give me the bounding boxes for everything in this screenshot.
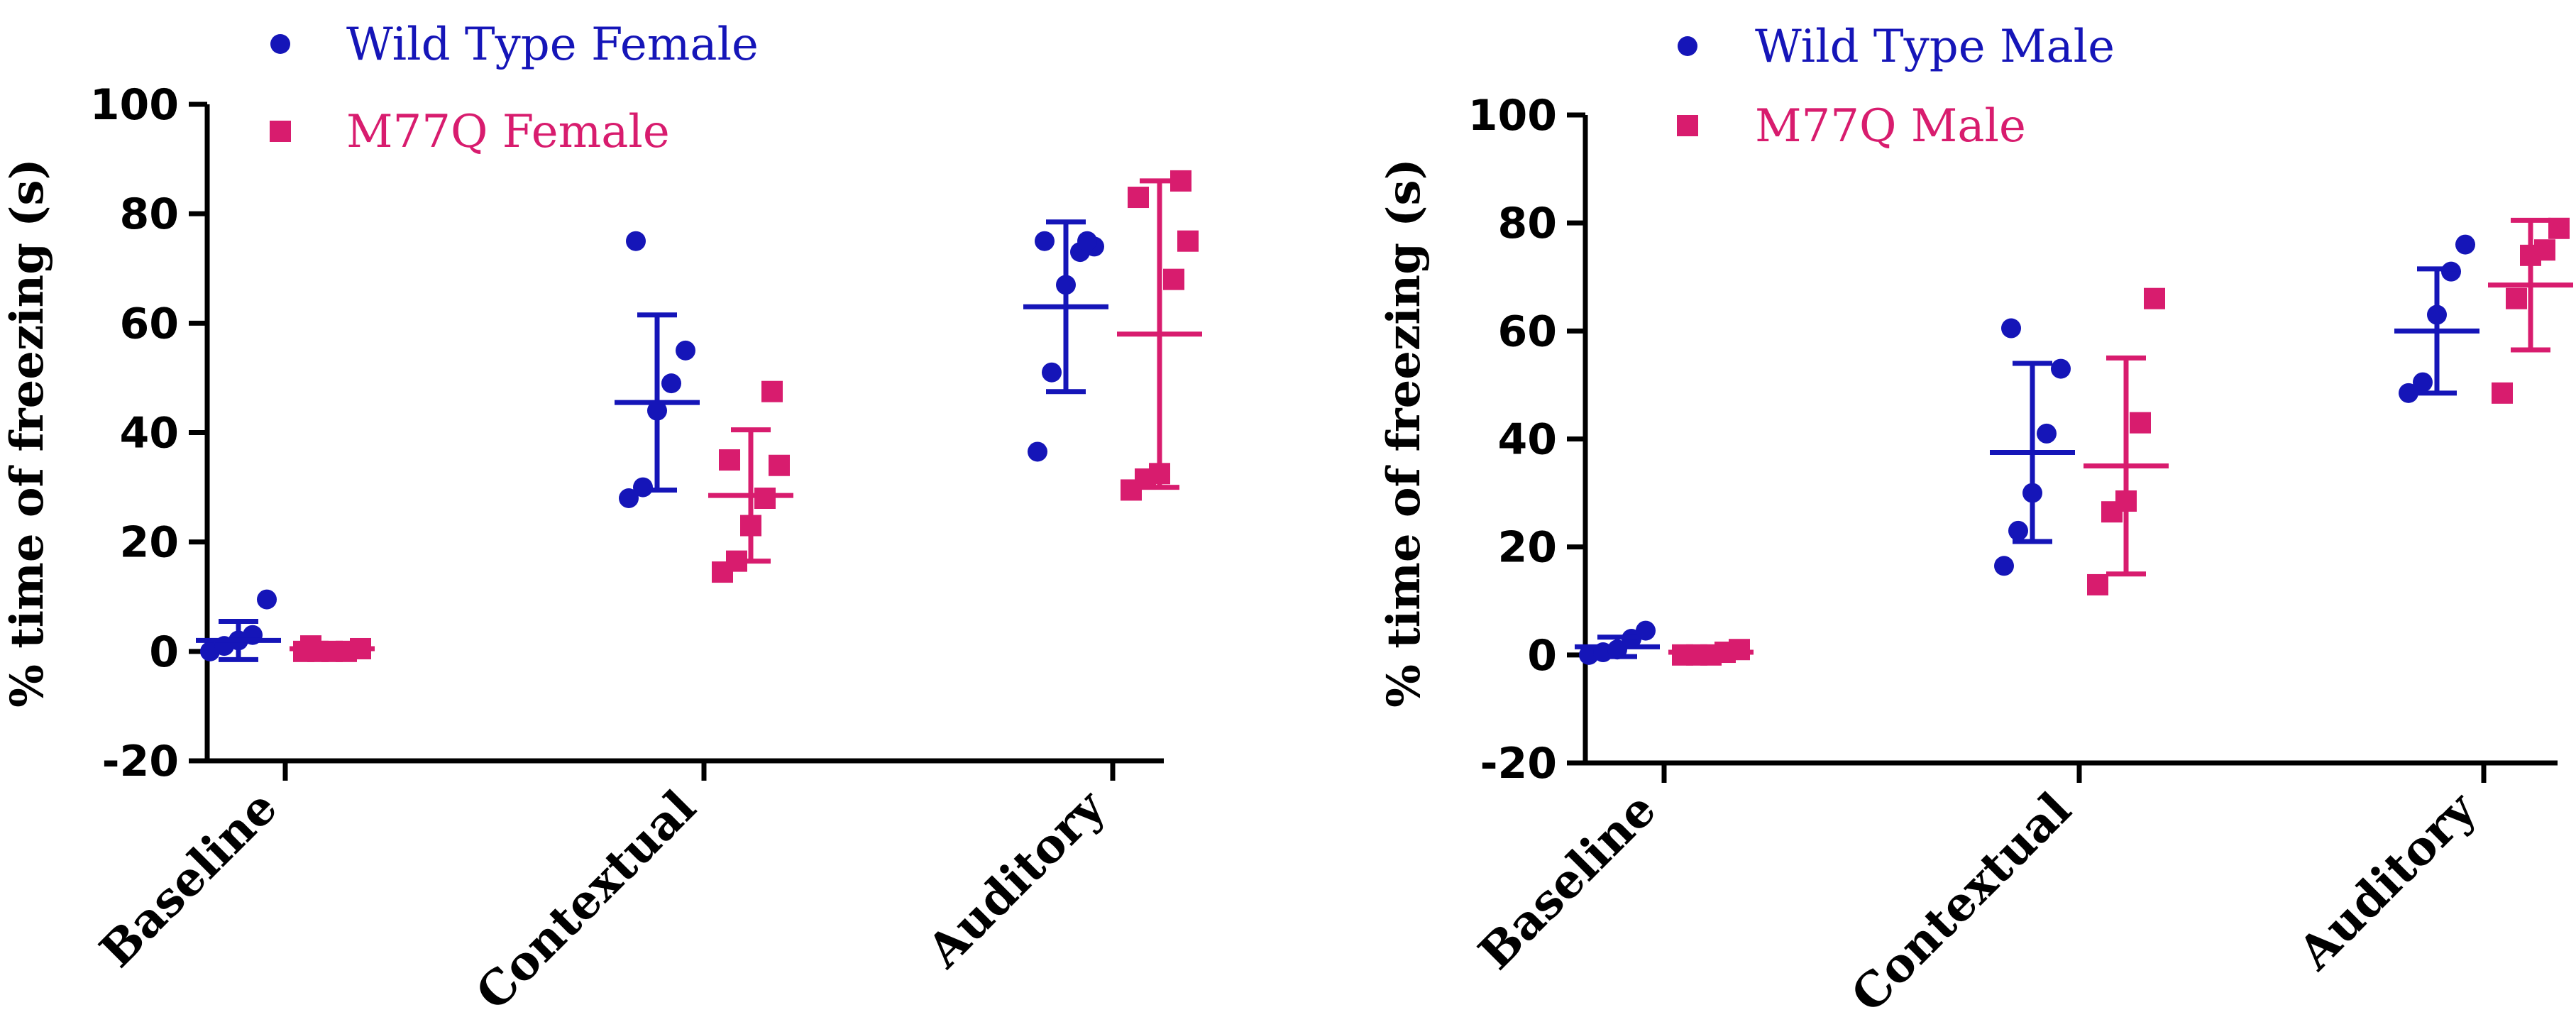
y-axis-label: % time of freezing (s) — [1, 158, 54, 708]
y-tick-label: 60 — [1498, 307, 1558, 356]
male-chart-panel: -20 0 20 40 60 80 100 % time of freezing (s) Bas… — [1377, 21, 2573, 1022]
data-point-square — [2144, 287, 2165, 309]
legend-marker-square — [1677, 115, 1698, 136]
data-point-square — [1177, 230, 1199, 252]
data-point-circle — [626, 231, 646, 251]
data-point-square — [719, 449, 740, 471]
data-point-square — [754, 488, 776, 509]
data-point-square — [2087, 573, 2108, 595]
data-point-square — [761, 380, 783, 402]
data-point-square — [769, 454, 790, 476]
y-tick-label: 0 — [1527, 631, 1557, 681]
data-point-square — [1163, 268, 1184, 290]
y-axis-label: % time of freezing (s) — [1377, 158, 1431, 708]
data-point-circle — [1636, 620, 1656, 641]
y-tick-label: 20 — [120, 518, 180, 568]
category-label: Baseline — [89, 779, 287, 978]
data-point-circle — [257, 589, 277, 610]
y-tick-label: 40 — [1498, 415, 1558, 465]
data-point-circle — [1042, 362, 1062, 383]
y-tick-label: 40 — [120, 409, 180, 458]
legend-marker-circle — [270, 34, 290, 54]
data-point-circle — [2037, 423, 2057, 444]
legend-marker-square — [270, 121, 291, 142]
y-tick-label: -20 — [1480, 739, 1557, 789]
legend-label: M77Q Male — [1755, 100, 2026, 153]
data-point-circle — [2455, 234, 2475, 255]
data-point-square — [2548, 217, 2570, 239]
data-point-circle — [1035, 231, 1055, 251]
female-chart-panel: -20 0 20 40 60 80 100 % time of freezing (s) Bas… — [1, 18, 1202, 1021]
y-tick-label: -20 — [102, 737, 179, 786]
y-tick-label: 100 — [1468, 91, 1557, 141]
legend-label: Wild Type Female — [346, 18, 759, 71]
y-tick-label: 0 — [149, 627, 179, 677]
y-tick-label: 20 — [1498, 523, 1558, 573]
data-point-circle — [1994, 556, 2014, 576]
data-point-square — [1729, 639, 1750, 661]
y-tick-label: 80 — [1498, 199, 1558, 248]
data-point-circle — [661, 373, 681, 394]
data-point-circle — [2008, 520, 2028, 541]
data-point-circle — [1028, 441, 1047, 462]
data-point-square — [2130, 412, 2151, 434]
data-point-square — [2506, 287, 2527, 309]
data-point-circle — [633, 477, 653, 498]
y-tick-label: 60 — [120, 299, 180, 348]
data-point-square — [2492, 382, 2513, 404]
y-tick-label: 80 — [120, 189, 180, 239]
data-point-square — [2534, 239, 2555, 261]
category-label: Contextual — [1840, 781, 2081, 1022]
category-label: Auditory — [2287, 781, 2487, 981]
category-label: Baseline — [1468, 781, 1666, 980]
legend-label: Wild Type Male — [1755, 21, 2115, 73]
y-tick-label: 100 — [90, 80, 179, 130]
category-label: Contextual — [465, 779, 706, 1021]
data-point-circle — [676, 340, 695, 361]
data-point-circle — [2399, 383, 2418, 403]
data-point-circle — [2441, 261, 2461, 282]
legend-label: M77Q Female — [346, 106, 670, 158]
data-point-circle — [619, 488, 639, 508]
data-point-circle — [2051, 358, 2071, 379]
data-point-circle — [2001, 318, 2021, 339]
legend-marker-circle — [1678, 36, 1697, 56]
data-point-square — [1128, 187, 1149, 209]
data-point-circle — [1077, 231, 1097, 251]
data-point-circle — [2413, 372, 2433, 392]
category-label: Auditory — [916, 779, 1116, 979]
